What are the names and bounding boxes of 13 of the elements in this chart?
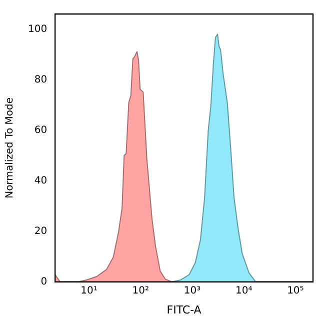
y-tick-label: 100 — [28, 24, 48, 35]
y-tick-label: 40 — [34, 175, 48, 186]
y-tick-label: 60 — [34, 124, 48, 136]
y-axis-title: Normalized To Mode — [4, 97, 16, 198]
x-tick-label: 10³ — [184, 285, 201, 296]
y-tick-label: 20 — [34, 226, 48, 237]
x-tick-label: 10¹ — [80, 285, 98, 296]
x-tick-label: 10⁵ — [287, 285, 304, 296]
x-axis-title: FITC-A — [166, 303, 202, 316]
x-tick-label: 10⁴ — [235, 285, 252, 296]
y-tick-label: 0 — [40, 276, 48, 288]
y-tick-label: 80 — [34, 74, 48, 86]
x-tick-label: 10² — [132, 285, 149, 296]
